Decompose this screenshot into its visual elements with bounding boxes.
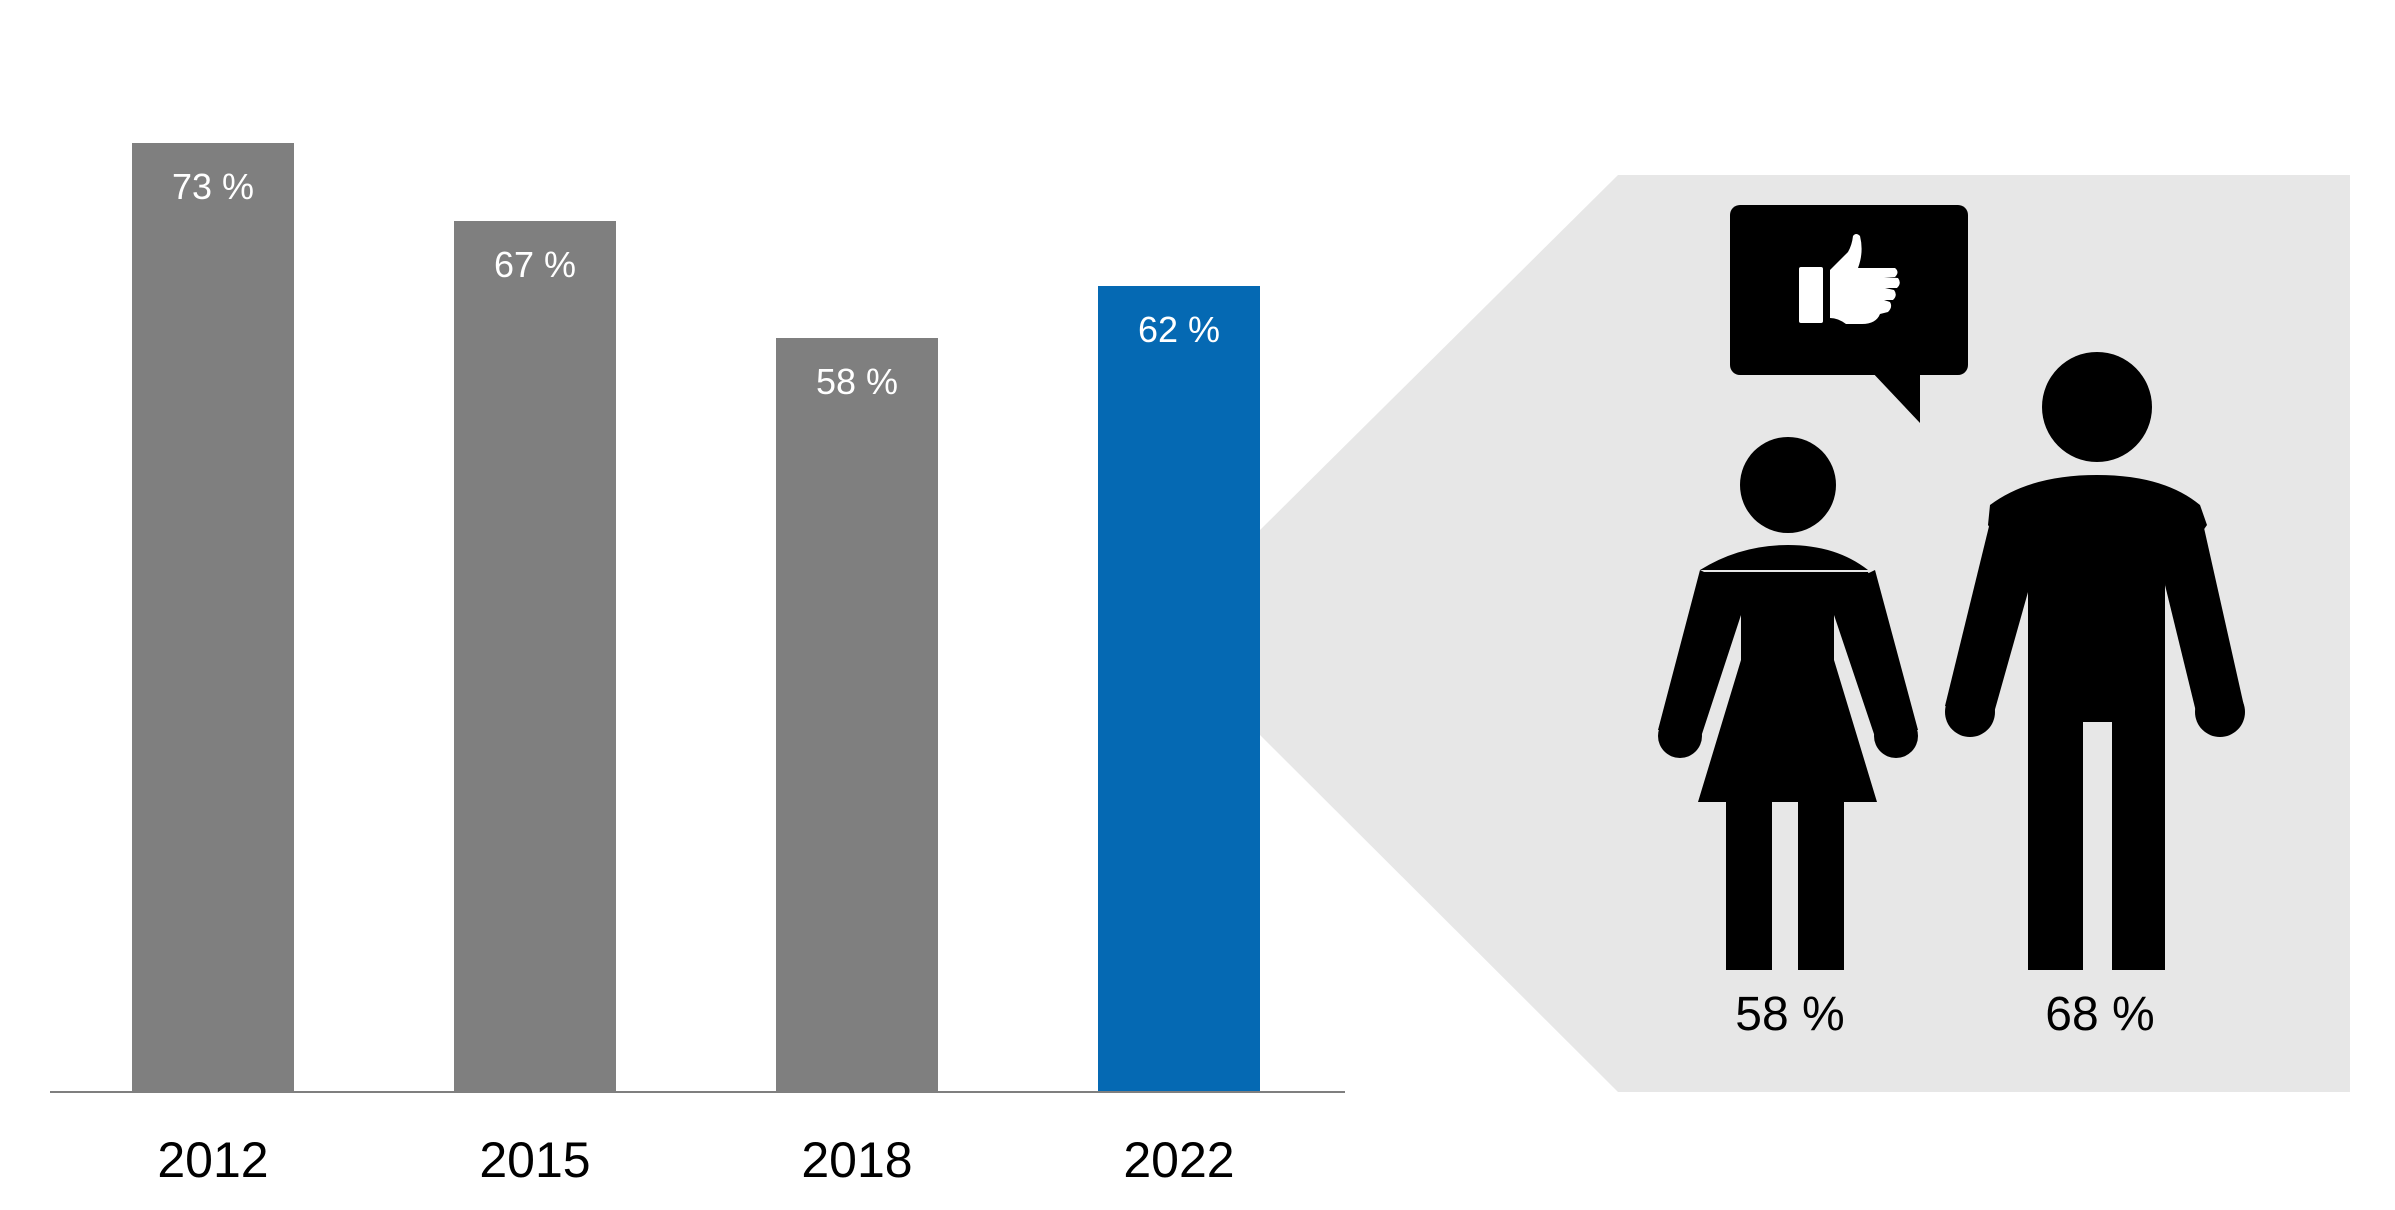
bar-value-label: 67 % (494, 244, 576, 285)
man-icon (1945, 352, 2245, 970)
x-tick-label: 2012 (157, 1132, 268, 1188)
woman-icon (1658, 437, 1918, 970)
x-tick-label: 2022 (1123, 1132, 1234, 1188)
thumbs-up-icon (1799, 234, 1900, 324)
bar-series: 73 % 67 % 58 % 62 % (132, 143, 1260, 1092)
speech-bubble-icon (1730, 205, 1968, 423)
x-tick-label: 2018 (801, 1132, 912, 1188)
pictogram-labels: 58 % 68 % (1735, 988, 2154, 1041)
man-value-label: 68 % (2045, 988, 2154, 1041)
bar-2018 (776, 338, 938, 1092)
bar-2022 (1098, 286, 1260, 1092)
bar-value-label: 62 % (1138, 309, 1220, 350)
x-tick-label: 2015 (479, 1132, 590, 1188)
bar-value-label: 73 % (172, 166, 254, 207)
bar-2012 (132, 143, 294, 1092)
bar-value-label: 58 % (816, 361, 898, 402)
woman-value-label: 58 % (1735, 988, 1844, 1041)
x-axis-ticks: 2012 2015 2018 2022 (157, 1132, 1234, 1188)
bar-2015 (454, 221, 616, 1092)
